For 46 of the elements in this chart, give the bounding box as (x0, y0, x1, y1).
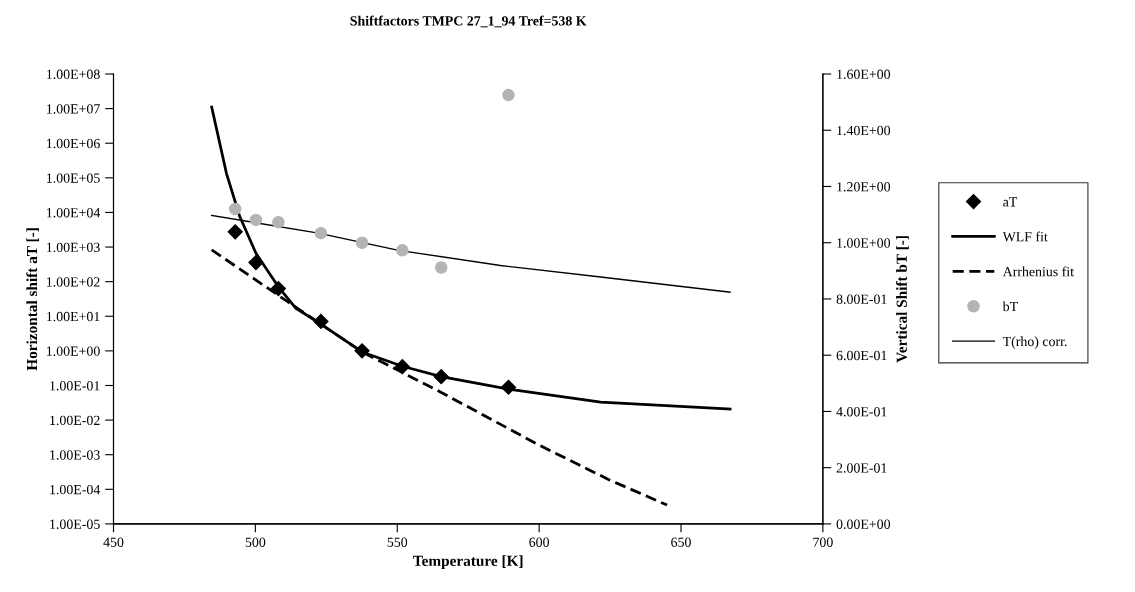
y2-tick-label: 0.00E+00 (836, 519, 891, 529)
y-axis-title: Horizontal shift aT [-] (26, 228, 40, 371)
y-tick-label: 1.00E+00 (47, 346, 100, 356)
y-tick-label: 1.00E+06 (47, 138, 100, 149)
x-tick-label: 550 (387, 537, 408, 547)
y2-tick-label: 1.40E+00 (837, 125, 891, 136)
y2-tick-label: 2.00E-01 (836, 463, 887, 473)
y-tick-label: 1.00E-03 (50, 450, 100, 460)
point (433, 369, 449, 385)
x-tick-label: 700 (813, 537, 833, 547)
x-tick-label: 600 (529, 537, 550, 547)
y2-tick-label: 6.00E-01 (836, 350, 887, 361)
point (270, 281, 286, 297)
y2-tick-label: 1.00E+00 (837, 238, 891, 248)
x-tick-label: 500 (245, 537, 266, 547)
point (227, 224, 243, 240)
x-axis-title: Temperature [K] (413, 555, 523, 570)
y-tick-label: 1.00E+07 (47, 104, 100, 114)
y2-axis-title: Vertical Shift bT [-] (895, 236, 909, 363)
y-tick-label: 1.00E+04 (47, 208, 101, 218)
y-tick-label: 1.00E+05 (47, 173, 100, 183)
legend-label: WLF fit (1002, 231, 1048, 242)
y-tick-label: 1.00E-05 (50, 519, 100, 529)
y-tick-label: 1.00E-01 (50, 381, 100, 391)
y-tick-label: 1.00E+02 (47, 277, 100, 287)
chart-title: Shiftfactors TMPC 27_1_94 Tref=538 K (350, 15, 587, 28)
y2-tick-label: 4.00E-01 (836, 407, 887, 417)
point (500, 379, 517, 395)
legend-label: bT (1002, 301, 1018, 312)
legend-label: aT (1003, 197, 1018, 207)
point (354, 343, 370, 359)
legend-label: Arrhenius fit (1002, 266, 1074, 277)
y-tick-label: 1.00E-04 (50, 484, 101, 495)
x-tick-label: 450 (103, 537, 124, 547)
point (248, 255, 264, 271)
y-tick-label: 1.00E+01 (47, 311, 100, 322)
x-tick-label: 650 (671, 537, 691, 547)
y2-tick-label: 1.60E+00 (837, 69, 891, 80)
point (394, 359, 410, 375)
y-tick-label: 1.00E+08 (47, 69, 100, 80)
y-tick-label: 1.00E-02 (50, 415, 100, 426)
y2-tick-label: 8.00E-01 (836, 294, 887, 304)
point (313, 313, 329, 329)
legend-label: T(rho) corr. (1002, 336, 1067, 349)
y-tick-label: 1.00E+03 (47, 242, 100, 253)
y2-tick-label: 1.20E+00 (837, 182, 891, 192)
